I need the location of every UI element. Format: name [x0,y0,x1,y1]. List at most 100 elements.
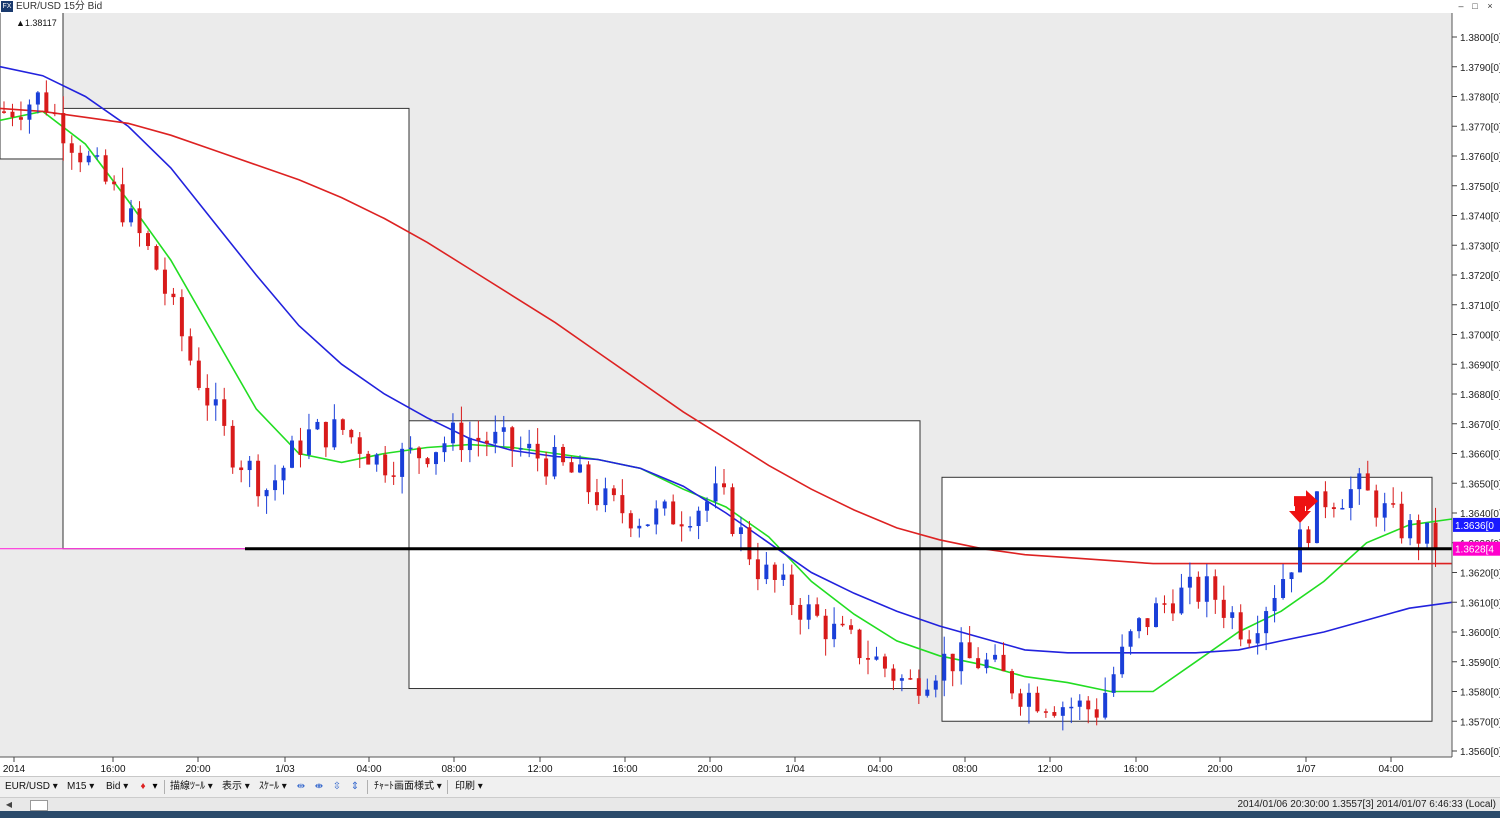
candle-body [171,293,176,298]
candle-body [645,524,650,526]
color-dropdown-icon[interactable]: ▾ [152,781,158,792]
x-tick-label: 08:00 [441,764,466,775]
candle-body [476,437,481,441]
candle-body [586,464,591,493]
candle-body [594,492,599,506]
candle-body [518,448,523,450]
candle-body [323,421,328,448]
os-taskbar [0,811,1500,818]
candle-body [755,559,760,580]
candle-body [510,427,515,450]
candle-body [798,604,803,620]
candle-body [738,527,743,535]
price-chart[interactable]: 1.3800[0] 1.3790[0] 1.3780[0] 1.3770[0] 1.37… [0,13,1500,776]
candle-body [1298,529,1302,573]
chart-style-menu[interactable]: ﾁｬｰﾄ画面様式 ▾ [374,781,442,792]
x-tick-label: 16:00 [1123,764,1148,775]
candle-body [611,488,616,496]
candle-body [1323,491,1328,508]
candle-body [705,501,710,511]
candle-body [129,208,134,223]
y-tick-label: 1.3650[0] [1460,479,1500,490]
candle-body [976,658,981,669]
zoom-in-horizontal-icon[interactable]: ⇹ [296,781,306,792]
candle-body [603,488,608,506]
draw-tool-menu[interactable]: 描線ﾂｰﾙ ▾ [170,781,213,792]
candle-body [1035,692,1040,712]
y-tick-label: 1.3790[0] [1460,63,1500,74]
y-tick-label: 1.3690[0] [1460,360,1500,371]
y-tick-label: 1.3570[0] [1460,717,1500,728]
maximize-button[interactable]: □ [1472,1,1478,11]
candle-body [569,462,574,473]
y-tick-label: 1.3560[0] [1460,747,1500,758]
y-tick-label: 1.3760[0] [1460,152,1500,163]
candle-body [315,421,320,430]
symbol-select[interactable]: EUR/USD ▾ [5,781,58,792]
candle-body [86,155,91,163]
close-button[interactable]: × [1487,1,1493,11]
scroll-thumb[interactable] [30,800,48,811]
horizontal-scrollbar[interactable]: ◀ 2014/01/06 20:30:00 1.3557[3] 2014/01/… [0,797,1500,812]
candle-body [154,246,159,270]
candle-body [1077,700,1082,707]
candle-body [450,422,455,444]
minimize-button[interactable]: – [1458,1,1464,11]
candle-body [52,112,57,115]
zoom-out-horizontal-icon[interactable]: ⇼ [314,781,324,792]
candle-body [1340,507,1345,510]
candle-body [1306,529,1311,544]
entry-arrow-icon [1294,490,1318,513]
x-tick-label: 16:00 [100,764,125,775]
display-menu[interactable]: 表示 ▾ [222,781,250,792]
y-tick-label: 1.3720[0] [1460,271,1500,282]
candle-body [1179,587,1184,614]
y-tick-label: 1.3640[0] [1460,509,1500,520]
candle-body [264,490,269,497]
candle-body [256,460,261,497]
candle-body [806,604,811,620]
candle-body [434,452,438,465]
y-tick-label: 1.3780[0] [1460,93,1500,104]
x-tick-label: 1/07 [1296,764,1316,775]
zoom-in-vertical-icon[interactable]: ⇳ [332,781,342,792]
x-tick-label: 20:00 [185,764,210,775]
candle-body [162,269,167,294]
scale-menu[interactable]: ｽｹｰﾙ ▾ [259,781,287,792]
candle-body [620,495,625,514]
scroll-left-icon[interactable]: ◀ [5,800,13,809]
candle-body [1010,671,1014,694]
x-tick-label: 04:00 [867,764,892,775]
candle-body [1408,520,1413,539]
candle-body [1043,711,1048,713]
x-tick-label: 16:00 [612,764,637,775]
candle-body [78,152,83,163]
candle-body [1103,692,1108,718]
zoom-out-vertical-icon[interactable]: ⇕ [350,781,360,792]
candle-body [849,625,854,630]
candle-body [35,92,40,105]
candle-body [722,483,726,488]
candle-body [1272,597,1277,612]
x-tick-label: 2014 [3,764,26,775]
candle-body [544,458,549,477]
candle-body [1052,712,1057,716]
y-tick-label: 1.3740[0] [1460,212,1500,223]
side-select[interactable]: Bid ▾ [106,781,129,792]
candle-body [188,336,193,361]
candle-body [1348,489,1353,508]
candle-body [1204,576,1209,602]
candle-body [273,480,278,491]
candle-body [1289,572,1294,580]
candle-body [230,425,235,468]
price-tag [1453,517,1500,532]
candle-body [933,680,938,690]
moving-average-line [0,65,1453,654]
candle-body [1111,674,1116,693]
timeframe-select[interactable]: M15 ▾ [67,781,95,792]
candle-body [950,653,955,672]
app-icon: FX [1,1,13,12]
print-menu[interactable]: 印刷 ▾ [455,781,483,792]
color-picker-icon[interactable]: ♦ [140,781,146,792]
window-title: EUR/USD 15分 Bid [16,1,103,12]
